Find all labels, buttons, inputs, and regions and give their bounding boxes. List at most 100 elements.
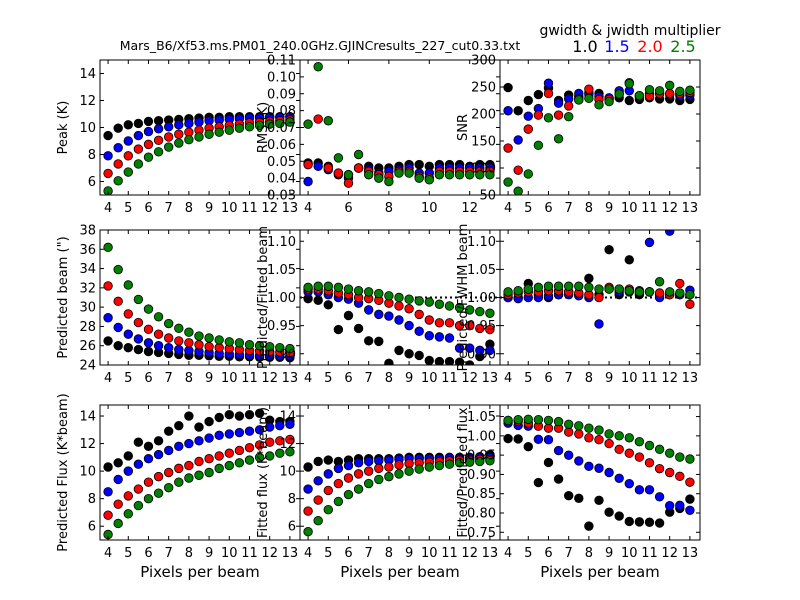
data-point-2.5 — [475, 456, 485, 467]
data-point-2.5 — [313, 62, 323, 72]
data-point-1.0 — [103, 462, 113, 472]
data-point-2.5 — [553, 416, 564, 427]
data-point-1.0 — [374, 336, 384, 347]
data-point-2.0 — [553, 110, 564, 120]
data-point-2.0 — [594, 435, 604, 445]
data-point-2.5 — [153, 312, 164, 322]
legend-title: gwidth & jwidth multiplier — [539, 23, 720, 39]
data-point-2.5 — [244, 455, 255, 465]
data-point-1.0 — [123, 120, 133, 130]
data-point-1.0 — [353, 323, 364, 334]
data-point-1.5 — [153, 341, 164, 351]
y-tick-label: 150 — [471, 135, 496, 150]
data-point-2.5 — [644, 84, 655, 95]
x-tick-label: 5 — [524, 371, 532, 386]
y-axis-label: RMS (K) — [256, 102, 271, 153]
x-tick-label: 5 — [524, 546, 532, 561]
data-point-1.5 — [675, 500, 685, 510]
axes-frame — [499, 59, 701, 196]
x-tick-label: 7 — [165, 371, 173, 386]
data-point-2.5 — [143, 493, 154, 504]
y-tick-label: 14 — [79, 410, 96, 425]
x-tick-label: 6 — [144, 371, 152, 386]
data-point-1.0 — [404, 349, 414, 359]
data-point-2.5 — [654, 277, 665, 287]
data-point-2.0 — [584, 84, 594, 94]
x-tick-label: 11 — [641, 201, 658, 216]
x-tick-label: 10 — [221, 201, 238, 216]
markers — [503, 77, 695, 195]
data-point-2.5 — [343, 284, 354, 294]
data-point-2.0 — [343, 178, 354, 188]
data-point-2.5 — [485, 456, 495, 466]
data-point-1.5 — [303, 484, 313, 494]
data-point-2.5 — [485, 170, 495, 180]
data-point-2.5 — [594, 284, 604, 294]
data-point-2.5 — [454, 170, 465, 180]
data-point-1.0 — [434, 356, 445, 365]
data-point-2.5 — [244, 122, 255, 132]
data-point-1.5 — [323, 469, 333, 479]
data-point-1.0 — [323, 300, 333, 310]
data-point-1.5 — [163, 122, 174, 132]
data-point-2.0 — [485, 324, 495, 335]
data-point-1.0 — [214, 412, 224, 423]
data-point-2.5 — [384, 176, 394, 187]
data-point-1.5 — [214, 430, 224, 441]
data-point-2.0 — [103, 510, 113, 520]
x-axis-label: Pixels per beam — [340, 563, 460, 581]
data-point-1.5 — [563, 450, 574, 460]
data-point-2.5 — [664, 448, 675, 458]
data-point-2.0 — [184, 460, 194, 471]
y-tick-label: 8 — [88, 148, 96, 163]
data-point-2.5 — [123, 509, 133, 519]
legend-entry-3: 2.0 — [637, 37, 662, 56]
data-point-2.5 — [254, 341, 265, 351]
y-axis-label: Peak (K) — [56, 101, 71, 155]
y-tick-label: 0.80 — [467, 507, 496, 522]
data-point-2.5 — [533, 282, 544, 293]
data-point-1.5 — [503, 106, 513, 116]
data-point-1.0 — [143, 116, 154, 127]
data-point-1.5 — [143, 126, 154, 137]
data-point-2.5 — [563, 419, 574, 429]
x-tick-label: 4 — [104, 546, 112, 561]
data-point-2.5 — [464, 457, 475, 467]
data-point-1.5 — [303, 176, 313, 187]
data-point-2.5 — [224, 337, 234, 347]
data-point-2.0 — [353, 469, 364, 479]
data-point-1.5 — [394, 315, 404, 325]
data-point-1.5 — [333, 463, 344, 474]
data-point-2.5 — [685, 85, 695, 95]
x-tick-label: 11 — [641, 371, 658, 386]
data-point-1.5 — [485, 345, 495, 356]
data-point-2.5 — [363, 170, 374, 180]
data-point-1.0 — [553, 474, 564, 484]
data-point-1.0 — [523, 441, 533, 452]
y-tick-label: 10 — [79, 121, 96, 136]
data-point-2.5 — [194, 331, 204, 341]
data-point-2.5 — [584, 423, 594, 433]
x-tick-label: 6 — [144, 546, 152, 561]
y-tick-label: 0.10 — [267, 70, 296, 85]
data-point-2.5 — [363, 287, 374, 297]
panel-predicted-beam: 4 5 6 7 8 9 10 11 12 13 24 26 28 30 32 34 36 38 Predicted … — [56, 224, 301, 386]
y-axis-label: Predicted beam (") — [56, 236, 71, 358]
data-point-2.5 — [184, 134, 194, 145]
legend-entry-2: 1.5 — [604, 37, 629, 56]
data-point-1.5 — [123, 466, 133, 476]
y-tick-label: 6 — [88, 520, 96, 535]
x-tick-label: 13 — [482, 371, 499, 386]
data-point-2.0 — [194, 456, 204, 467]
data-point-1.5 — [444, 333, 455, 343]
data-point-1.5 — [133, 459, 144, 469]
data-point-2.5 — [594, 425, 604, 435]
markers — [503, 414, 695, 531]
data-point-2.5 — [333, 153, 344, 163]
data-point-2.5 — [113, 518, 123, 529]
data-point-2.5 — [353, 286, 364, 296]
data-point-2.5 — [404, 168, 414, 178]
data-point-2.0 — [123, 491, 133, 501]
x-tick-label: 6 — [544, 371, 552, 386]
